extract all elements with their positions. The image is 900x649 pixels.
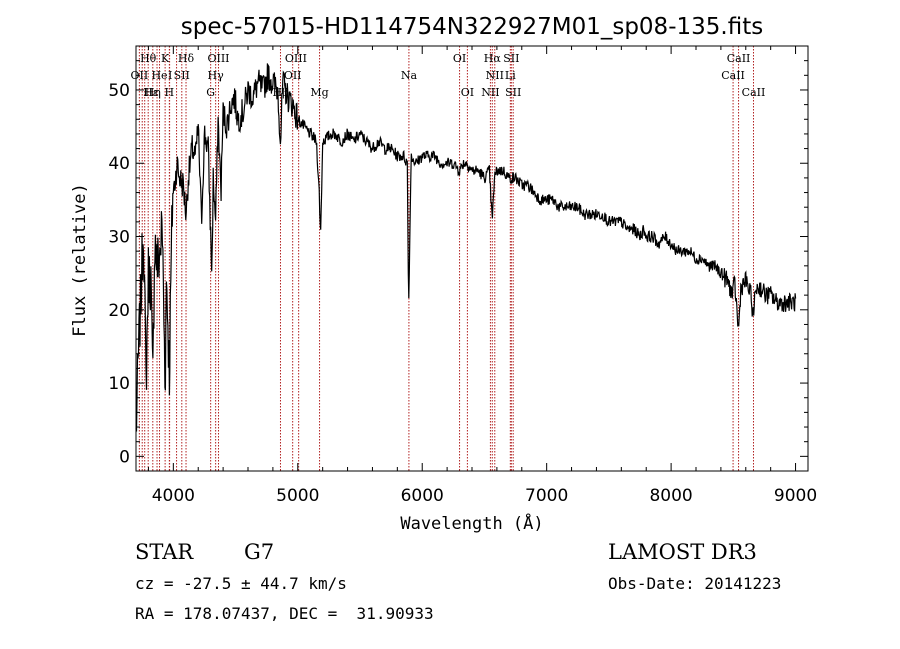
x-axis: 4000 5000 6000 7000 8000 9000 xyxy=(147,46,817,506)
line-label: SII xyxy=(505,86,521,99)
line-label: CaII xyxy=(742,86,766,99)
line-label: Hε xyxy=(143,86,159,99)
line-label: Li xyxy=(505,69,516,82)
line-label: CaII xyxy=(721,69,745,82)
line-label: H xyxy=(165,86,175,99)
y-tick-label: 30 xyxy=(108,228,130,248)
object-type: STAR xyxy=(135,540,194,564)
y-tick-label: 40 xyxy=(108,154,130,174)
line-label: OIII xyxy=(285,52,307,65)
line-label: Hη xyxy=(145,86,161,99)
x-axis-label: Wavelength (Å) xyxy=(400,512,543,534)
line-label: G xyxy=(206,86,215,99)
emission-line-markers xyxy=(138,46,754,471)
line-label: Hθ xyxy=(140,52,157,65)
coordinates: RA = 178.07437, DEC = 31.90933 xyxy=(135,604,434,623)
x-tick-label: 6000 xyxy=(401,486,444,506)
spectrum-series xyxy=(135,63,797,432)
chart-title: spec-57015-HD114754N322927M01_sp08-135.f… xyxy=(181,14,763,40)
line-label: Hγ xyxy=(208,69,225,82)
line-label: NII xyxy=(481,86,499,99)
line-label: I xyxy=(168,69,172,82)
survey-name: LAMOST DR3 xyxy=(608,540,757,564)
y-tick-label: 50 xyxy=(108,81,130,101)
line-label: He xyxy=(151,69,167,82)
line-label: Hδ xyxy=(178,52,195,65)
line-label: SII xyxy=(174,69,190,82)
plot-frame xyxy=(135,45,809,472)
line-label: Hβ xyxy=(273,86,289,99)
line-label: Na xyxy=(401,69,418,82)
y-tick-label: 0 xyxy=(119,447,130,467)
spectral-subclass: G7 xyxy=(244,540,275,564)
x-tick-label: 9000 xyxy=(774,486,817,506)
x-tick-label: 7000 xyxy=(525,486,568,506)
line-label: K xyxy=(161,52,170,65)
line-label: SII xyxy=(503,52,519,65)
x-tick-label: 4000 xyxy=(152,486,195,506)
line-label: OI xyxy=(461,86,474,99)
line-label: CaII xyxy=(727,52,751,65)
line-label: OII xyxy=(284,69,302,82)
y-axis: 0 10 20 30 40 50 xyxy=(108,60,808,467)
x-tick-label: 8000 xyxy=(649,486,692,506)
y-axis-label: Flux (relative) xyxy=(70,183,90,337)
line-label: OIII xyxy=(207,52,229,65)
line-label: Hα xyxy=(484,52,502,65)
redshift-line: cz = -27.5 ± 44.7 km/s xyxy=(135,574,347,593)
line-label: NII xyxy=(486,69,504,82)
line-label: Mg xyxy=(310,86,328,99)
x-tick-label: 5000 xyxy=(276,486,319,506)
y-tick-label: 20 xyxy=(108,301,130,321)
spectrum-line xyxy=(135,63,797,432)
y-tick-label: 10 xyxy=(108,374,130,394)
line-label: OI xyxy=(453,52,466,65)
obs-date: Obs-Date: 20141223 xyxy=(608,574,782,593)
